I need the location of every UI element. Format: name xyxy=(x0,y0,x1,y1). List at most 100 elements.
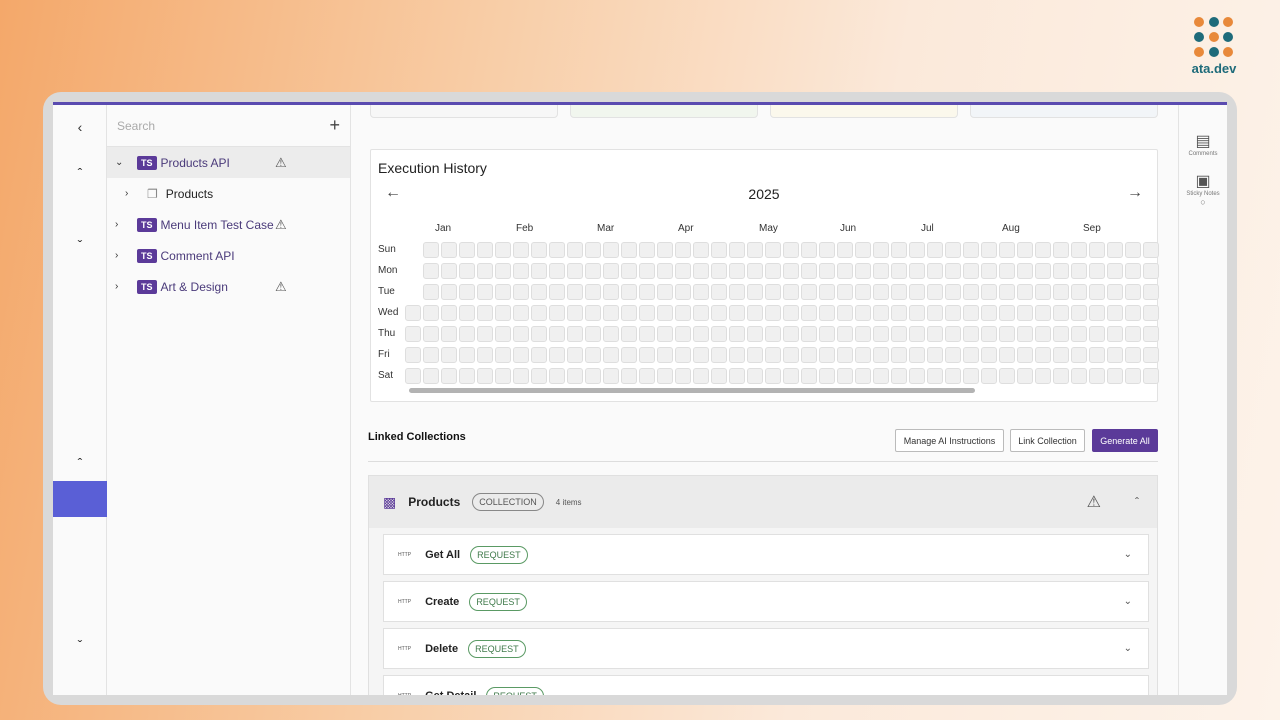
heatmap-cell[interactable] xyxy=(963,347,979,363)
heatmap-cell[interactable] xyxy=(927,263,943,279)
comments-button[interactable]: ▤ Comments xyxy=(1179,131,1227,157)
heatmap-cell[interactable] xyxy=(459,368,475,384)
chevron-down-icon[interactable]: ⌄ xyxy=(1123,596,1132,607)
heatmap-cell[interactable] xyxy=(765,347,781,363)
heatmap-cell[interactable] xyxy=(729,263,745,279)
heatmap-cell[interactable] xyxy=(423,368,439,384)
heatmap-cell[interactable] xyxy=(819,263,835,279)
heatmap-cell[interactable] xyxy=(1107,347,1123,363)
heatmap-cell[interactable] xyxy=(855,263,871,279)
heatmap-cell[interactable] xyxy=(729,284,745,300)
heatmap-cell[interactable] xyxy=(459,263,475,279)
heatmap-cell[interactable] xyxy=(1035,347,1051,363)
heatmap-cell[interactable] xyxy=(765,284,781,300)
heatmap-cell[interactable] xyxy=(567,242,583,258)
heatmap-cell[interactable] xyxy=(981,305,997,321)
heatmap-cell[interactable] xyxy=(801,242,817,258)
heatmap-cell[interactable] xyxy=(441,284,457,300)
heatmap-cell[interactable] xyxy=(801,326,817,342)
heatmap-cell[interactable] xyxy=(1053,284,1069,300)
request-row[interactable]: HTTP Create REQUEST ⌄ xyxy=(383,581,1149,622)
heatmap-cell[interactable] xyxy=(1035,326,1051,342)
heatmap-cell[interactable] xyxy=(693,347,709,363)
heatmap-cell[interactable] xyxy=(945,284,961,300)
heatmap-cell[interactable] xyxy=(711,284,727,300)
heatmap-cell[interactable] xyxy=(621,305,637,321)
heatmap-cell[interactable] xyxy=(1017,326,1033,342)
heatmap-cell[interactable] xyxy=(477,242,493,258)
heatmap-cell[interactable] xyxy=(531,305,547,321)
heatmap-cell[interactable] xyxy=(1125,284,1141,300)
heatmap-cell[interactable] xyxy=(765,263,781,279)
heatmap-cell[interactable] xyxy=(729,368,745,384)
heatmap-cell[interactable] xyxy=(1143,284,1159,300)
heatmap-cell[interactable] xyxy=(747,347,763,363)
heatmap-cell[interactable] xyxy=(837,263,853,279)
heatmap-cell[interactable] xyxy=(855,347,871,363)
heatmap-cell[interactable] xyxy=(657,284,673,300)
add-icon[interactable]: + xyxy=(329,115,340,135)
heatmap-cell[interactable] xyxy=(837,242,853,258)
heatmap-cell[interactable] xyxy=(567,305,583,321)
arrow-left-icon[interactable]: ← xyxy=(385,184,401,201)
heatmap-cell[interactable] xyxy=(963,368,979,384)
heatmap-cell[interactable] xyxy=(1035,284,1051,300)
heatmap-cell[interactable] xyxy=(657,368,673,384)
heatmap-cell[interactable] xyxy=(1071,284,1087,300)
heatmap-cell[interactable] xyxy=(945,305,961,321)
heatmap-cell[interactable] xyxy=(657,242,673,258)
heatmap-cell[interactable] xyxy=(603,242,619,258)
heatmap-cell[interactable] xyxy=(423,242,439,258)
heatmap-cell[interactable] xyxy=(945,368,961,384)
heatmap-cell[interactable] xyxy=(513,305,529,321)
heatmap-cell[interactable] xyxy=(711,368,727,384)
heatmap-cell[interactable] xyxy=(873,284,889,300)
heatmap-cell[interactable] xyxy=(945,347,961,363)
heatmap-cell[interactable] xyxy=(999,305,1015,321)
heatmap-cell[interactable] xyxy=(657,263,673,279)
heatmap-cell[interactable] xyxy=(1053,347,1069,363)
heatmap-cell[interactable] xyxy=(549,242,565,258)
info-icon[interactable]: ○ xyxy=(1200,197,1206,207)
heatmap-cell[interactable] xyxy=(1143,368,1159,384)
heatmap-cell[interactable] xyxy=(1071,242,1087,258)
heatmap-cell[interactable] xyxy=(819,326,835,342)
heatmap-cell[interactable] xyxy=(513,347,529,363)
heatmap-cell[interactable] xyxy=(765,305,781,321)
heatmap-cell[interactable] xyxy=(999,284,1015,300)
heatmap-cell[interactable] xyxy=(963,326,979,342)
heatmap-cell[interactable] xyxy=(549,305,565,321)
heatmap-cell[interactable] xyxy=(927,284,943,300)
heatmap-cell[interactable] xyxy=(801,263,817,279)
heatmap-cell[interactable] xyxy=(1107,326,1123,342)
heatmap-cell[interactable] xyxy=(963,263,979,279)
heatmap-cell[interactable] xyxy=(603,305,619,321)
heatmap-cell[interactable] xyxy=(1035,263,1051,279)
heatmap-cell[interactable] xyxy=(819,347,835,363)
heatmap-cell[interactable] xyxy=(495,242,511,258)
heatmap-cell[interactable] xyxy=(891,326,907,342)
heatmap-cell[interactable] xyxy=(873,347,889,363)
heatmap-cell[interactable] xyxy=(693,305,709,321)
request-row[interactable]: HTTP Get All REQUEST ⌄ xyxy=(383,534,1149,575)
heatmap-cell[interactable] xyxy=(603,263,619,279)
heatmap-cell[interactable] xyxy=(423,326,439,342)
heatmap-cell[interactable] xyxy=(1053,242,1069,258)
request-row[interactable]: HTTP Delete REQUEST ⌄ xyxy=(383,628,1149,669)
heatmap-cell[interactable] xyxy=(405,305,421,321)
heatmap-cell[interactable] xyxy=(621,263,637,279)
heatmap-cell[interactable] xyxy=(621,242,637,258)
heatmap-cell[interactable] xyxy=(621,347,637,363)
heatmap-cell[interactable] xyxy=(783,347,799,363)
heatmap-cell[interactable] xyxy=(657,326,673,342)
heatmap-cell[interactable] xyxy=(639,242,655,258)
arrow-right-icon[interactable]: → xyxy=(1127,184,1143,201)
heatmap-cell[interactable] xyxy=(567,368,583,384)
heatmap-cell[interactable] xyxy=(765,326,781,342)
heatmap-cell[interactable] xyxy=(783,284,799,300)
heatmap-cell[interactable] xyxy=(873,305,889,321)
heatmap-cell[interactable] xyxy=(1071,368,1087,384)
heatmap-cell[interactable] xyxy=(855,305,871,321)
heatmap-cell[interactable] xyxy=(1107,263,1123,279)
heatmap-cell[interactable] xyxy=(459,242,475,258)
